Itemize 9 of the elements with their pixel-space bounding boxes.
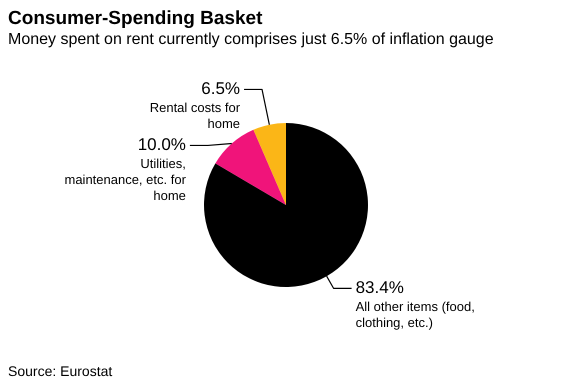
slice-label: Utilities, maintenance, etc. for home <box>64 156 187 204</box>
chart-subtitle: Money spent on rent currently comprises just 6.5% of inflation gauge <box>8 30 495 49</box>
data-label: 6.5% <box>201 79 240 98</box>
source-note: Source: Eurostat <box>8 363 114 379</box>
slice-label: All other items (food, clothing, etc.) <box>356 298 475 330</box>
data-label: 83.4% <box>356 278 404 298</box>
data-label: 10.0% <box>138 135 186 154</box>
slice-label: Rental costs for home <box>150 100 241 132</box>
chart-title: Consumer-Spending Basket <box>8 8 264 30</box>
